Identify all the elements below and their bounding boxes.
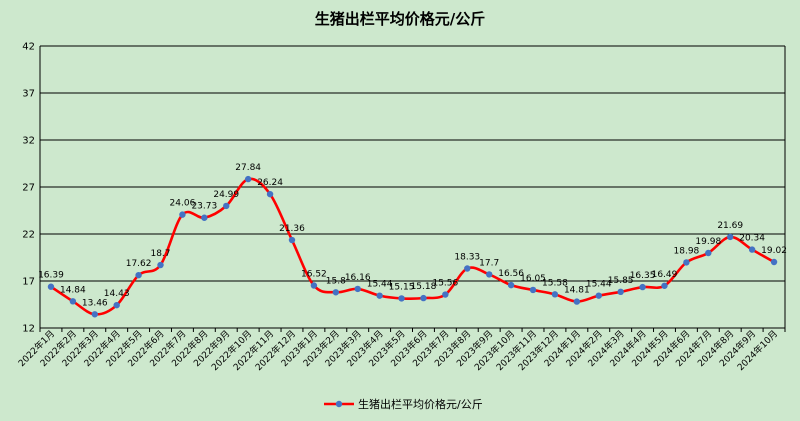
data-point: [420, 294, 427, 302]
data-label: 16.49: [652, 270, 678, 280]
y-tick-label: 42: [22, 42, 35, 53]
data-point: [617, 288, 624, 296]
data-label: 15.44: [586, 280, 612, 290]
data-point: [113, 301, 120, 309]
data-label: 21.36: [279, 224, 305, 234]
data-label: 13.46: [82, 298, 108, 308]
data-label: 14.81: [564, 286, 590, 296]
data-label: 15.58: [542, 278, 568, 288]
data-label: 16.35: [630, 271, 656, 281]
data-point: [705, 249, 712, 257]
data-label: 21.69: [717, 221, 743, 231]
data-point: [288, 236, 296, 244]
y-tick-label: 12: [22, 324, 35, 335]
data-label: 17.62: [126, 259, 152, 269]
data-point: [266, 190, 274, 198]
data-point: [595, 292, 602, 299]
data-point: [442, 291, 449, 298]
chart-title: 生猪出栏平均价格元/公斤: [315, 10, 485, 28]
x-axis-ticks: 2022年1月2022年2月2022年3月2022年4月2022年5月2022年…: [16, 328, 786, 373]
data-label: 14.43: [104, 289, 130, 299]
data-point: [201, 214, 208, 221]
data-point: [354, 285, 361, 293]
data-point: [69, 298, 77, 305]
y-tick-label: 27: [22, 183, 35, 194]
data-label: 16.56: [498, 269, 524, 279]
data-label: 24.99: [213, 190, 239, 200]
data-point: [770, 258, 778, 266]
legend-label: 生猪出栏平均价格元/公斤: [358, 397, 483, 411]
data-label: 19.02: [761, 246, 787, 256]
data-label: 19.98: [695, 237, 721, 247]
data-label: 15.18: [411, 282, 437, 292]
data-label: 17.7: [479, 258, 499, 268]
data-point: [683, 259, 690, 266]
data-label: 27.84: [235, 163, 261, 173]
data-label: 16.52: [301, 270, 327, 280]
data-point: [135, 271, 142, 279]
series-markers: [47, 175, 778, 318]
data-label: 18.7: [150, 249, 170, 259]
data-point: [398, 295, 405, 302]
data-point: [376, 292, 383, 299]
data-label: 23.73: [191, 202, 217, 212]
data-point: [485, 271, 493, 278]
data-label: 18.33: [454, 252, 480, 262]
y-tick-label: 17: [22, 277, 35, 288]
data-label: 16.05: [520, 274, 546, 284]
data-label: 20.34: [739, 234, 765, 244]
data-point: [179, 211, 186, 218]
data-label: 18.98: [674, 246, 700, 256]
y-axis-ticks: 12 17 22 27 32 37 42: [22, 42, 35, 335]
data-label: 16.39: [38, 271, 64, 281]
data-point: [661, 282, 668, 289]
data-point: [639, 283, 646, 291]
data-point: [507, 281, 515, 289]
y-tick-label: 22: [22, 230, 35, 241]
data-label: 24.06: [170, 199, 196, 209]
legend-marker: [335, 400, 343, 408]
data-point: [310, 282, 318, 289]
y-tick-label: 37: [22, 89, 35, 100]
data-label: 16.16: [345, 273, 371, 283]
data-label: 14.84: [60, 285, 86, 295]
data-label: 26.24: [257, 178, 283, 188]
data-point: [573, 298, 581, 305]
data-point: [464, 265, 471, 272]
data-point: [748, 246, 756, 253]
data-point: [244, 175, 252, 183]
data-point: [529, 286, 537, 294]
data-label: 15.44: [367, 280, 393, 290]
data-label: 15.15: [389, 282, 415, 292]
data-label: 15.85: [608, 276, 634, 286]
data-point: [332, 289, 340, 296]
data-label: 15.56: [432, 279, 458, 289]
data-point: [223, 202, 230, 210]
y-tick-label: 32: [22, 136, 35, 147]
data-point: [157, 261, 164, 269]
data-point: [47, 283, 55, 290]
data-label: 15.8: [326, 276, 346, 286]
data-point: [727, 233, 734, 241]
grid-lines: [39, 45, 786, 329]
legend: 生猪出栏平均价格元/公斤: [324, 397, 483, 411]
series-line: [50, 177, 775, 316]
data-point: [91, 311, 98, 318]
data-point: [551, 291, 559, 298]
series-path: [50, 177, 775, 316]
